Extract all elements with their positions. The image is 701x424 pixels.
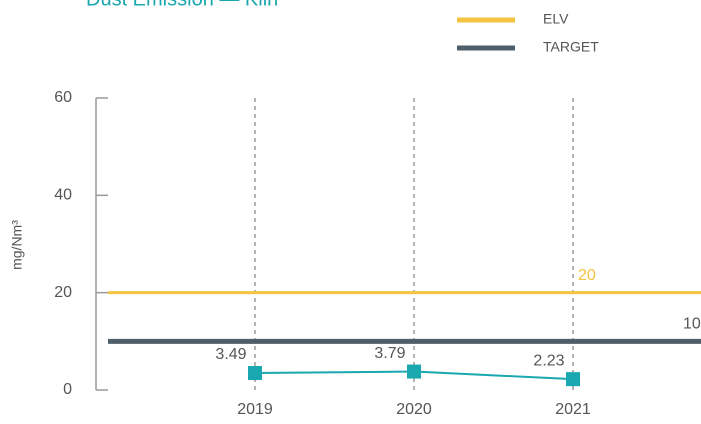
data-point (248, 366, 262, 381)
legend-label: ELV (543, 11, 569, 27)
x-tick-label: 2019 (237, 401, 273, 418)
data-label: 3.79 (374, 345, 405, 362)
x-tick-label: 2020 (396, 401, 432, 418)
y-tick-label: 0 (63, 381, 72, 398)
data-point (566, 372, 580, 387)
y-tick-label: 60 (54, 89, 72, 106)
legend-label: TARGET (543, 39, 599, 55)
data-label: 2.23 (533, 352, 564, 369)
reference-label: 10 (683, 316, 701, 333)
y-axis-label: mg/Nm³ (9, 220, 25, 270)
y-tick-label: 40 (54, 187, 72, 204)
data-point (407, 364, 421, 379)
data-label: 3.49 (215, 346, 246, 363)
reference-label: 20 (578, 267, 596, 284)
y-tick-label: 20 (54, 284, 72, 301)
chart-title: Dust Emission — Kiln (86, 0, 278, 10)
x-tick-label: 2021 (555, 401, 591, 418)
